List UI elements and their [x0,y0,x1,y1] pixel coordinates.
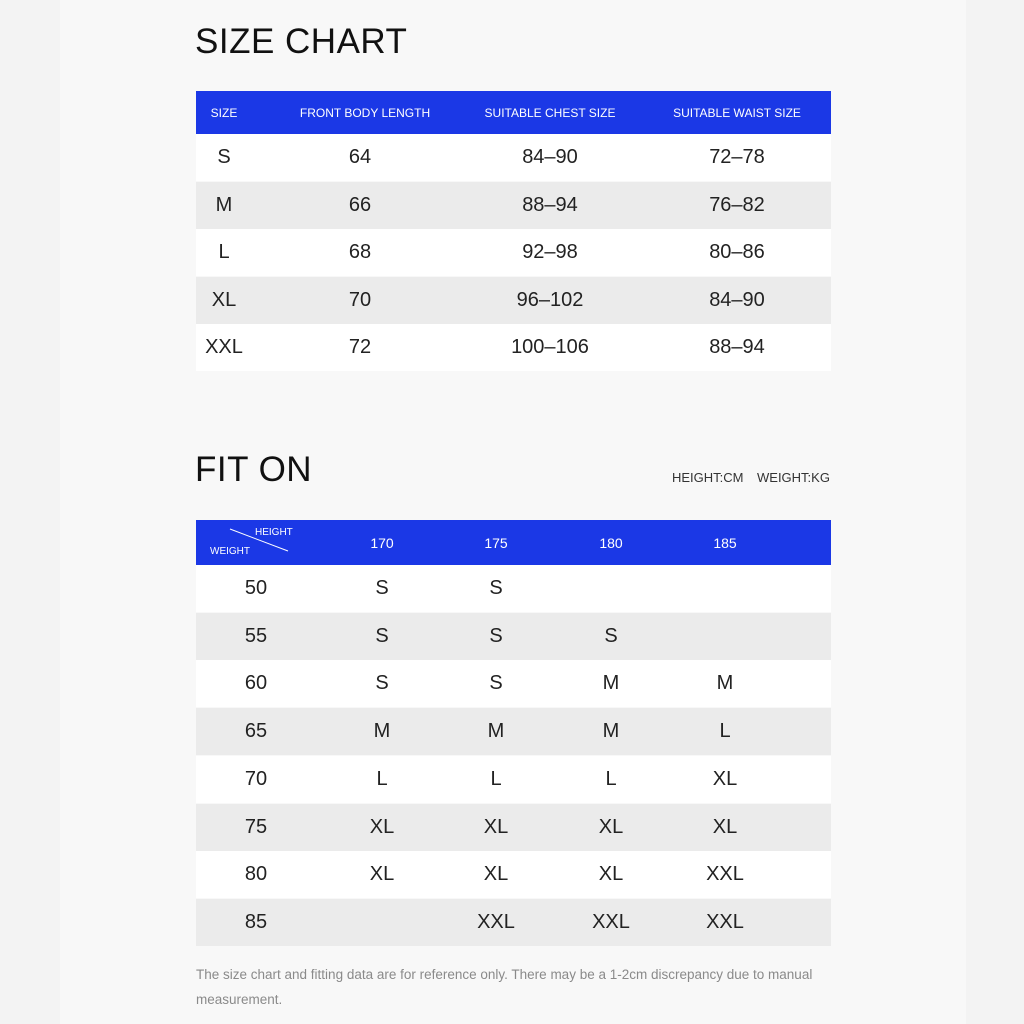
table-cell: 68 [348,241,372,264]
column-header: SUITABLE WAIST SIZE [673,105,801,120]
table-row [196,612,831,660]
table-row [196,324,831,372]
size-cell: XXL [592,910,630,933]
size-cell: S [375,672,389,695]
size-cell: M [602,672,620,695]
column-header: 185 [713,534,737,551]
size-chart-title: SIZE CHART [195,22,408,61]
table-row [196,276,831,324]
weight-cell: 60 [244,672,268,695]
table-header [196,520,831,565]
size-cell: S [489,672,503,695]
corner-weight: WEIGHT [210,546,250,557]
size-cell: XXL [477,910,515,933]
weight-cell: 50 [244,577,268,599]
weight-cell: 80 [244,863,268,886]
size-cell: XL [483,815,509,838]
table-cell: 84–90 [709,288,765,311]
table-cell: M [215,193,233,216]
weight-cell: 55 [244,624,268,647]
diagonal [229,528,289,552]
table-cell: 88–94 [709,336,765,359]
size-cell: L [719,720,731,743]
size-cell: XL [712,767,738,790]
size-cell: L [376,767,388,790]
table-cell: 96–102 [516,288,584,311]
table-row [196,565,831,612]
size-cell: M [373,720,391,743]
table-row [196,660,831,708]
table-cell: S [217,146,231,168]
table-row [196,851,831,899]
table-cell: 72–78 [709,146,765,168]
table-cell: 72 [348,336,372,359]
corner-divider [228,527,290,559]
table-cell: XL [211,288,237,311]
table-cell: 100–106 [511,336,589,359]
size-cell: L [605,767,617,790]
size-cell: S [489,624,503,647]
size-cell: XL [369,815,395,838]
table-cell: 76–82 [709,193,765,216]
size-cell: M [716,672,734,695]
weight-cell: 85 [244,910,268,933]
table-cell: 66 [348,193,372,216]
unit-label: WEIGHT:KG [757,470,830,485]
column-header: 170 [370,534,394,551]
size-cell: XL [712,815,738,838]
column-header: 175 [484,534,508,551]
size-cell: M [487,720,505,743]
corner-height: HEIGHT [255,527,293,538]
size-cell: XL [483,863,509,886]
table-cell: 84–90 [522,146,578,168]
size-cell: XXL [706,863,744,886]
size-cell: S [489,577,503,599]
table-row [196,708,831,756]
size-cell: XL [369,863,395,886]
unit-label: HEIGHT:CM [672,470,744,485]
size-cell: S [375,577,389,599]
table-cell: 70 [348,288,372,311]
table-cell: 64 [348,146,372,168]
table-row [196,898,831,946]
size-cell: XL [598,815,624,838]
table-header [196,91,831,134]
table-cell: 92–98 [522,241,578,264]
column-header: FRONT BODY LENGTH [299,105,431,120]
column-header: SUITABLE CHEST SIZE [484,105,616,120]
weight-cell: 70 [244,767,268,790]
table-row [196,755,831,803]
fit-on-title: FIT ON [195,450,313,489]
table-row [196,229,831,277]
table-row [196,181,831,229]
column-header: 180 [599,534,623,551]
table-cell: 88–94 [522,193,578,216]
size-cell: S [375,624,389,647]
size-cell: XXL [706,910,744,933]
table-cell: L [218,241,230,264]
note: The size chart and fitting data are for … [196,967,813,1007]
column-header: SIZE [210,105,238,120]
size-cell: S [604,624,618,647]
size-cell: M [602,720,620,743]
weight-cell: 65 [244,720,268,743]
size-cell: L [490,767,502,790]
table-row [196,134,831,181]
size-cell: XL [598,863,624,886]
table-cell: 80–86 [709,241,765,264]
table-cell: XXL [205,336,243,359]
table-row [196,803,831,851]
weight-cell: 75 [244,815,268,838]
